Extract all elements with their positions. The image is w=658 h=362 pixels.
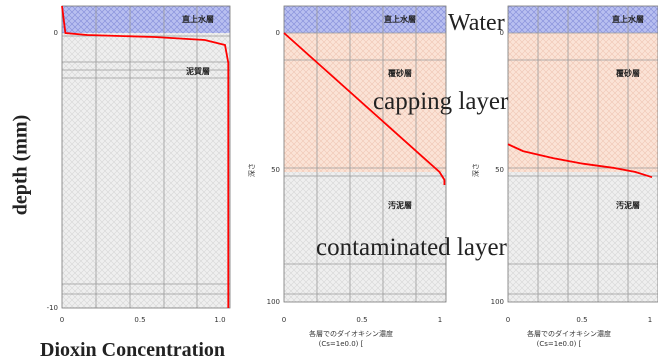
x-axis-label-jp: 各層でのダイオキシン濃度 <box>527 329 611 338</box>
y-tick-label: 0 <box>500 29 504 37</box>
x-tick-label: 1 <box>438 316 442 324</box>
plot-frame <box>61 5 231 309</box>
contaminated-zone <box>508 172 658 302</box>
x-tick-label: 0.5 <box>134 316 145 324</box>
y-tick-label: -10 <box>47 304 58 312</box>
zone-label: 汚泥層 <box>616 200 640 210</box>
x-axis-unit-jp: (Cs=1e0.0) [ <box>319 340 364 348</box>
concentration-curve <box>507 143 653 179</box>
water-zone <box>284 6 446 33</box>
x-tick-label: 1 <box>648 316 652 324</box>
x-axis-label: Dioxin Concentration <box>40 339 225 361</box>
x-axis-unit-jp: (Cs=1e0.0) [ <box>537 340 582 348</box>
x-tick-label: 0 <box>282 316 286 324</box>
x-tick-label: 0 <box>506 316 510 324</box>
concentration-curve <box>283 32 446 185</box>
contaminated-zone <box>62 33 230 308</box>
x-axis-label-jp: 各層でのダイオキシン濃度 <box>309 329 393 338</box>
zone-label: 泥質層 <box>186 66 210 76</box>
zone-label: 覆砂層 <box>616 68 640 78</box>
y-tick-label: 100 <box>267 298 280 306</box>
contaminated-layer-label: contaminated layer <box>316 234 507 261</box>
capping-layer-label: capping layer <box>373 88 509 115</box>
capping-zone <box>508 33 658 172</box>
water-zone <box>62 6 230 33</box>
water-layer-label: Water <box>448 10 505 36</box>
x-tick-label: 0 <box>60 316 64 324</box>
y-tick-label: 50 <box>495 166 504 174</box>
zone-label: 覆砂層 <box>388 68 412 78</box>
y-axis-label: depth (mm) <box>9 114 32 216</box>
x-tick-label: 0.5 <box>356 316 367 324</box>
water-zone <box>508 6 658 33</box>
zone-label: 汚泥層 <box>388 200 412 210</box>
y-axis-label-container: depth (mm) <box>8 95 34 235</box>
y-tick-label: 0 <box>54 29 58 37</box>
y-axis-label-jp: 深さ <box>471 163 480 177</box>
zone-label: 直上水層 <box>612 14 644 24</box>
zone-label: 直上水層 <box>384 14 416 24</box>
contaminated-zone <box>284 172 446 302</box>
x-tick-label: 0.5 <box>576 316 587 324</box>
y-axis-label-jp: 深さ <box>247 163 256 177</box>
zone-label: 直上水層 <box>182 14 214 24</box>
y-tick-label: 50 <box>271 166 280 174</box>
y-tick-label: 100 <box>491 298 504 306</box>
y-tick-label: 0 <box>276 29 280 37</box>
plot-frame <box>507 5 658 303</box>
x-tick-label: 1.0 <box>214 316 225 324</box>
concentration-curve <box>61 5 230 308</box>
plot-frame <box>283 5 447 303</box>
